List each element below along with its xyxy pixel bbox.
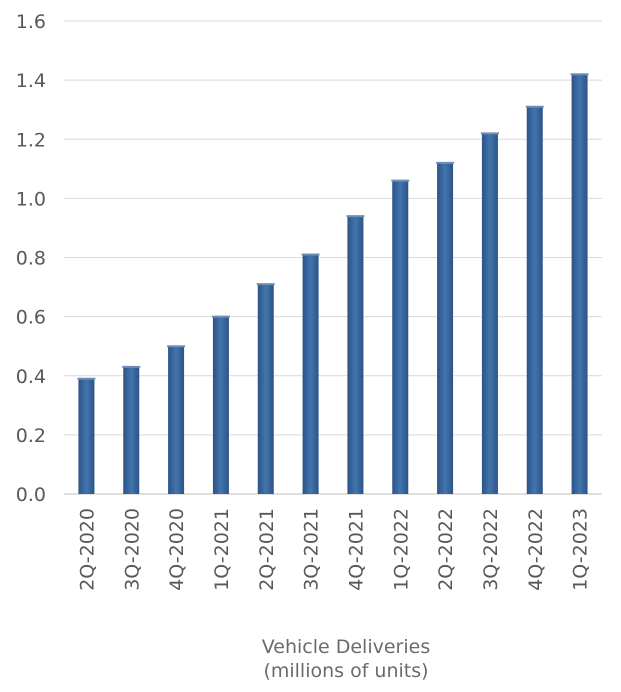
bar [437,162,454,494]
y-tick-label: 1.6 [16,11,46,33]
x-tick-label: 4Q-2021 [345,508,367,591]
bar [481,133,498,494]
y-tick-label: 1.2 [16,129,46,151]
x-tick-label: 1Q-2023 [570,508,592,591]
bar [392,180,409,494]
bar [78,378,95,494]
bar [123,366,140,494]
gridlines [64,20,602,495]
x-axis-title-line-1: Vehicle Deliveries [261,636,431,658]
bar [168,346,185,494]
x-tick-label: 4Q-2022 [525,508,547,591]
x-axis-ticks: 2Q-2020 3Q-2020 4Q-2020 1Q-2021 2Q-2021 3Q-20… [76,508,591,591]
bar [526,106,543,494]
x-tick-label: 1Q-2022 [390,508,412,591]
x-tick-label: 2Q-2021 [256,508,278,591]
bars [77,73,589,495]
y-tick-label: 0.0 [16,484,46,506]
bar [302,254,319,494]
y-tick-label: 1.4 [16,70,46,92]
x-tick-label: 3Q-2022 [480,508,502,591]
x-tick-label: 1Q-2021 [211,508,233,591]
bar [347,216,364,495]
x-tick-label: 2Q-2020 [76,508,98,591]
y-tick-label: 0.4 [16,366,46,388]
x-tick-label: 3Q-2020 [121,508,143,591]
bar [571,74,588,495]
x-tick-label: 3Q-2021 [301,508,323,591]
y-tick-label: 0.6 [16,307,46,329]
y-tick-label: 0.2 [16,425,46,447]
x-tick-label: 2Q-2022 [435,508,457,591]
y-tick-label: 1.0 [16,188,46,210]
bar [257,284,274,494]
x-tick-label: 4Q-2020 [166,508,188,591]
x-axis-title-line-2: (millions of units) [263,660,429,682]
bar [212,316,229,494]
y-axis-ticks: 0.0 0.2 0.4 0.6 0.8 1.0 1.2 1.4 1.6 [16,11,46,506]
y-tick-label: 0.8 [16,248,46,270]
